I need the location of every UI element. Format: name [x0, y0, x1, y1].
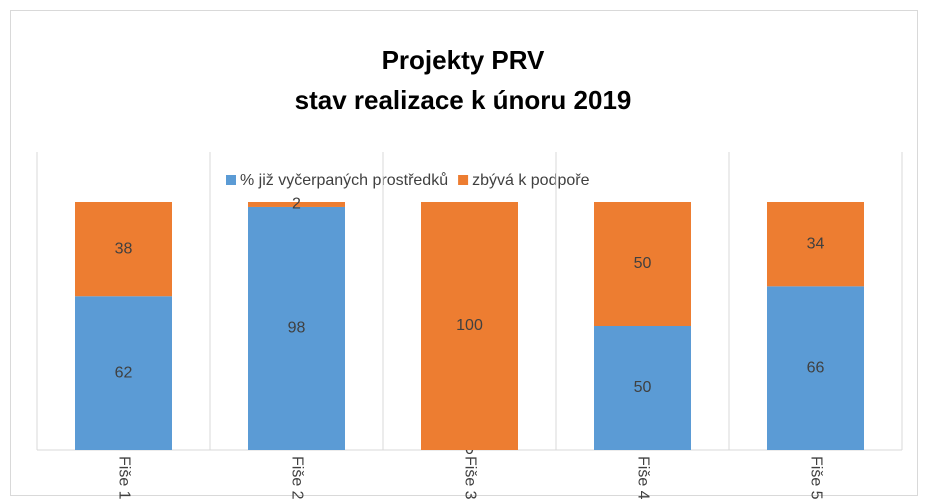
bar-segment [248, 206, 345, 450]
bar-segment [594, 326, 691, 450]
data-label: 38 [115, 240, 133, 257]
bar-segment [594, 202, 691, 326]
legend-swatch [458, 175, 469, 185]
data-label: 62 [115, 364, 133, 381]
data-label: 34 [807, 235, 825, 252]
data-label: 2 [292, 196, 301, 213]
bar-segment [75, 202, 172, 297]
x-tick-label: Fiše 2 [288, 456, 305, 500]
bar-segment [248, 202, 345, 207]
bar-segment [767, 202, 864, 287]
bar-segment [767, 286, 864, 450]
data-label: 50 [634, 379, 652, 396]
data-label: 66 [807, 359, 825, 376]
legend-label: zbývá k podpoře [472, 172, 590, 189]
data-label: 98 [288, 320, 306, 337]
legend-swatch [226, 175, 236, 185]
bar-segment [75, 296, 172, 450]
data-label: 100 [456, 317, 483, 334]
bar-segment [421, 202, 518, 450]
chart-subtitle: stav realizace k únoru 2019 [295, 85, 632, 115]
x-tick-label: Fiše 1 [115, 456, 132, 500]
x-tick-label: Fiše 4 [634, 456, 651, 500]
legend-label: % již vyčerpaných prostředků [240, 171, 448, 189]
chart-title: Projekty PRV [382, 45, 545, 75]
x-tick-label: Fiše 3 [461, 456, 478, 500]
x-tick-label: Fiše 5 [807, 456, 824, 500]
data-label: 50 [634, 255, 652, 272]
